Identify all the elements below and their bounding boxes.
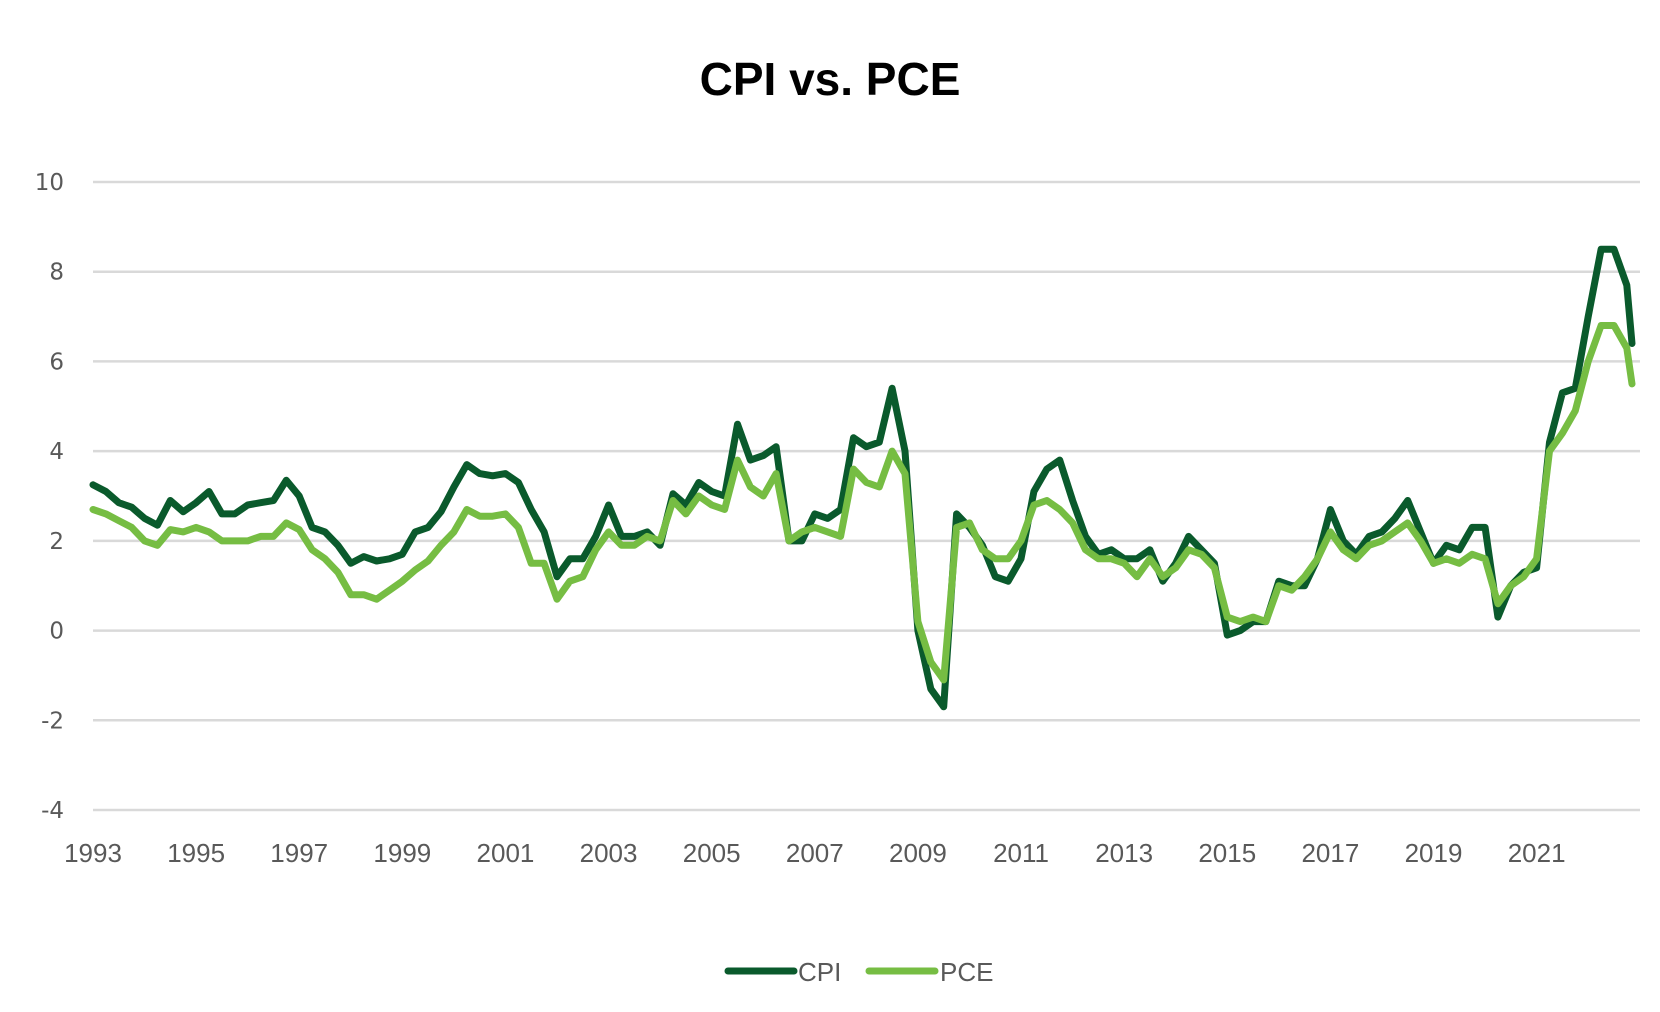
gridlines <box>93 180 1640 812</box>
series-line-pce <box>89 322 1636 684</box>
y-tick-label: 8 <box>49 260 64 286</box>
chart-title: CPI vs. PCE <box>699 53 961 105</box>
x-tick-label: 2013 <box>1095 838 1153 868</box>
legend-label-pce: PCE <box>940 957 993 987</box>
x-tick-label: 1993 <box>64 838 122 868</box>
y-tick-label: 4 <box>49 439 64 465</box>
y-tick-label: -2 <box>41 708 64 734</box>
x-tick-label: 2021 <box>1508 838 1566 868</box>
x-tick-label: 2009 <box>889 838 947 868</box>
x-tick-label: 2001 <box>477 838 535 868</box>
x-tick-label: 1997 <box>270 838 328 868</box>
y-axis-tick-labels: 10 8 6 4 2 0 -2 -4 <box>35 170 64 824</box>
x-tick-label: 2017 <box>1301 838 1359 868</box>
x-tick-label: 1995 <box>167 838 225 868</box>
y-tick-label: 10 <box>35 170 64 196</box>
legend-label-cpi: CPI <box>798 957 841 987</box>
y-tick-label: 6 <box>49 349 64 375</box>
x-axis-tick-labels: 1993 1995 1997 1999 2001 2003 2005 2007 2009 2011… <box>64 838 1565 868</box>
y-tick-label: -4 <box>41 798 64 824</box>
x-tick-label: 2007 <box>786 838 844 868</box>
y-tick-label: 0 <box>49 619 64 645</box>
x-tick-label: 2015 <box>1198 838 1256 868</box>
x-tick-label: 2011 <box>993 838 1049 868</box>
x-tick-label: 2019 <box>1405 838 1463 868</box>
series-line-cpi <box>89 245 1636 711</box>
y-tick-label: 2 <box>49 529 64 555</box>
series-lines <box>89 245 1636 711</box>
x-tick-label: 2005 <box>683 838 741 868</box>
x-tick-label: 2003 <box>580 838 638 868</box>
x-tick-label: 1999 <box>373 838 431 868</box>
legend[interactable]: CPI PCE <box>724 957 993 987</box>
